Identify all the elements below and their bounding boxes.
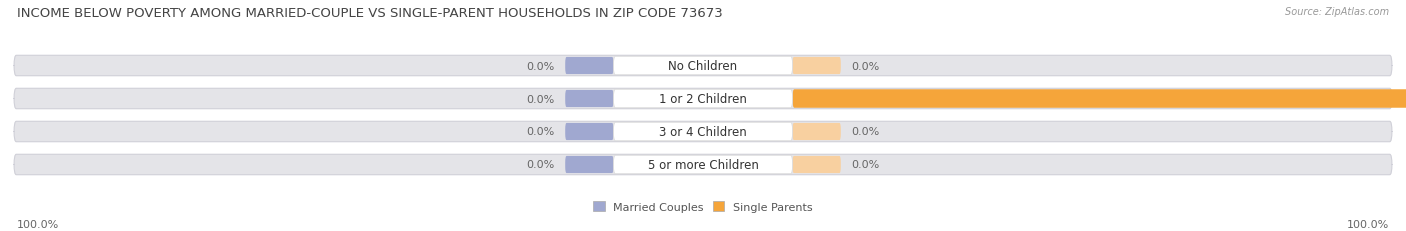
Text: 0.0%: 0.0% [527, 160, 555, 170]
FancyBboxPatch shape [613, 90, 793, 108]
FancyBboxPatch shape [613, 123, 793, 141]
FancyBboxPatch shape [613, 156, 793, 174]
FancyBboxPatch shape [793, 156, 841, 173]
Text: 5 or more Children: 5 or more Children [648, 158, 758, 171]
FancyBboxPatch shape [613, 57, 793, 75]
FancyBboxPatch shape [565, 91, 613, 108]
Text: 3 or 4 Children: 3 or 4 Children [659, 125, 747, 138]
Text: Source: ZipAtlas.com: Source: ZipAtlas.com [1285, 7, 1389, 17]
Text: No Children: No Children [668, 60, 738, 73]
Text: INCOME BELOW POVERTY AMONG MARRIED-COUPLE VS SINGLE-PARENT HOUSEHOLDS IN ZIP COD: INCOME BELOW POVERTY AMONG MARRIED-COUPL… [17, 7, 723, 20]
FancyBboxPatch shape [14, 155, 1392, 175]
FancyBboxPatch shape [565, 156, 613, 173]
Text: 0.0%: 0.0% [527, 127, 555, 137]
Text: 0.0%: 0.0% [851, 127, 879, 137]
Text: 100.0%: 100.0% [1347, 219, 1389, 229]
FancyBboxPatch shape [565, 58, 613, 75]
FancyBboxPatch shape [793, 123, 841, 140]
Text: 100.0%: 100.0% [17, 219, 59, 229]
Text: 0.0%: 0.0% [527, 94, 555, 104]
FancyBboxPatch shape [14, 89, 1392, 109]
FancyBboxPatch shape [14, 56, 1392, 76]
Legend: Married Couples, Single Parents: Married Couples, Single Parents [589, 197, 817, 216]
Text: 0.0%: 0.0% [527, 61, 555, 71]
FancyBboxPatch shape [793, 58, 841, 75]
FancyBboxPatch shape [565, 123, 613, 140]
Text: 1 or 2 Children: 1 or 2 Children [659, 93, 747, 106]
FancyBboxPatch shape [14, 122, 1392, 142]
Text: 0.0%: 0.0% [851, 160, 879, 170]
FancyBboxPatch shape [793, 90, 1406, 108]
Text: 0.0%: 0.0% [851, 61, 879, 71]
